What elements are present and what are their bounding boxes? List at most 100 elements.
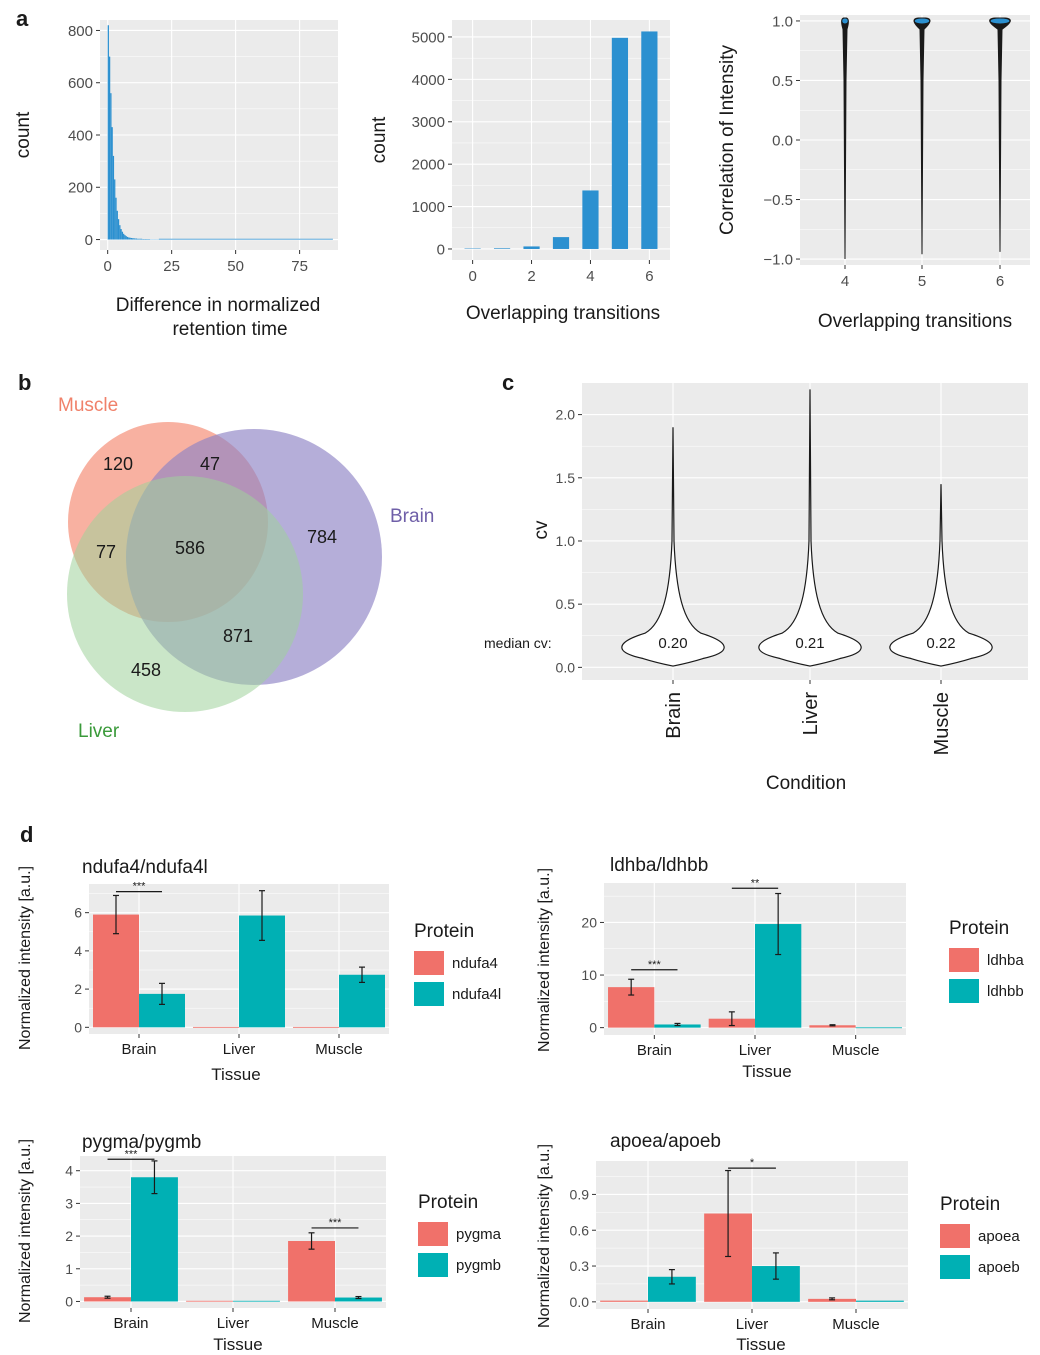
a3-ytick-label: 1.0 <box>772 13 793 30</box>
a2-ytick-label: 5000 <box>412 29 445 46</box>
d4-xtick-label: Liver <box>736 1316 769 1333</box>
d3-ytick-label: 1 <box>65 1261 73 1277</box>
a2-ytick-label: 0 <box>437 241 445 258</box>
d2-ytick-label: 10 <box>581 967 597 983</box>
c-median-label: median cv: <box>484 635 552 651</box>
a1-hist-bar <box>111 127 113 240</box>
venn-circle-liver <box>67 476 303 712</box>
d4-ytick-label: 0.9 <box>570 1186 590 1202</box>
d4-legend-title: Protein <box>940 1194 1000 1215</box>
a2-bar <box>582 190 599 249</box>
a1-xtick-label: 50 <box>227 258 244 275</box>
d2-signif-label: *** <box>648 959 662 971</box>
a1-xlabel-line1: Difference in normalized <box>116 295 321 316</box>
a1-xlabel-line2: retention time <box>172 319 287 340</box>
a1-hist-bar <box>135 238 138 240</box>
venn-label-liver: Liver <box>78 721 120 742</box>
c-median-value: 0.20 <box>658 635 687 652</box>
a1-hist-bar <box>107 25 109 240</box>
d3-legend-swatch-pygmb <box>418 1253 448 1277</box>
a2-bar <box>641 31 658 249</box>
d2-legend-label-ldhba: ldhba <box>987 952 1024 969</box>
d2-title: ldhba/ldhbb <box>610 855 708 876</box>
d2-bar-ldhba <box>809 1025 856 1028</box>
d1-xtick-label: Brain <box>121 1041 156 1058</box>
a2-xtick-label: 0 <box>468 268 476 285</box>
d2-xtick-label: Brain <box>637 1042 672 1059</box>
d2-legend-title: Protein <box>949 918 1009 939</box>
d2-legend-swatch-ldhba <box>949 948 979 972</box>
a1-hist-bar <box>133 238 135 240</box>
d3-legend-title: Protein <box>418 1192 478 1213</box>
d2-xtick-label: Liver <box>739 1042 772 1059</box>
d4-bar-apoeb <box>856 1300 904 1302</box>
d1-ytick-label: 4 <box>74 943 82 959</box>
d2-xtick-label: Muscle <box>832 1042 880 1059</box>
a1-hist-bar <box>139 238 141 240</box>
a1-hist-bar <box>128 237 130 240</box>
a1-ytick-label: 600 <box>68 75 93 92</box>
a2-panel-bg <box>452 20 670 260</box>
a2-bar <box>552 237 570 249</box>
a2-bar <box>611 37 629 249</box>
d3-bar-pygma <box>186 1300 233 1302</box>
d1-xlabel: Tissue <box>211 1065 260 1084</box>
d3-signif-label: *** <box>125 1148 139 1160</box>
venn-label-muscle: Muscle <box>58 395 118 416</box>
a1-hist-bar <box>129 237 131 240</box>
d4-legend-label-apoeb: apoeb <box>978 1259 1020 1276</box>
a1-hist-bar <box>114 179 116 240</box>
a3-violin <box>913 17 931 255</box>
a3-ytick-label: −1.0 <box>763 251 793 268</box>
a3-xtick-label: 5 <box>918 273 926 290</box>
d3-xtick-label: Brain <box>113 1315 148 1332</box>
d4-ylabel: Normalized intensity [a.u.] <box>536 1144 553 1328</box>
a1-hist-bar <box>117 219 120 240</box>
d3-title: pygma/pygmb <box>82 1132 201 1153</box>
c-violin-brain <box>621 427 725 667</box>
a3-violin-fill <box>914 18 930 24</box>
d3-xlabel: Tissue <box>213 1335 262 1354</box>
d2-signif-label: ** <box>751 877 760 889</box>
a1-hist-bar <box>137 238 139 240</box>
a2-xtick-label: 2 <box>527 268 535 285</box>
a3-ytick-label: 0.5 <box>772 73 793 90</box>
d2-xlabel: Tissue <box>742 1062 791 1081</box>
d3-bar-pygmb <box>131 1177 178 1302</box>
d3-ytick-label: 4 <box>65 1163 73 1179</box>
a2-ytick-label: 2000 <box>412 157 445 174</box>
panel-label-c: c <box>502 370 514 395</box>
a3-ylabel: Correlation of Intensity <box>717 44 738 235</box>
d3-ytick-label: 2 <box>65 1228 73 1244</box>
a1-hist-bar <box>123 233 125 240</box>
d1-legend-title: Protein <box>414 921 474 942</box>
venn-label-brain: Brain <box>390 506 434 527</box>
a2-xlabel: Overlapping transitions <box>466 303 660 324</box>
d1-ylabel: Normalized intensity [a.u.] <box>17 866 34 1050</box>
d2-ytick-label: 20 <box>581 914 597 930</box>
d1-title: ndufa4/ndufa4l <box>82 857 208 878</box>
a3-violin-fill <box>990 18 1010 24</box>
a1-hist-bar <box>110 93 112 240</box>
a1-xtick-label: 0 <box>104 258 112 275</box>
a1-hist-bar <box>131 238 134 240</box>
c-median-value: 0.22 <box>926 635 955 652</box>
d1-ytick-label: 6 <box>74 905 82 921</box>
d4-ytick-label: 0.0 <box>570 1294 590 1310</box>
a1-hist-bar <box>138 238 140 240</box>
d2-legend-label-ldhbb: ldhbb <box>987 983 1024 1000</box>
venn-count-muscle_only: 120 <box>103 454 133 474</box>
d4-ytick-label: 0.3 <box>570 1258 590 1274</box>
a1-ylabel: count <box>13 111 34 158</box>
a1-hist-bar <box>121 231 124 240</box>
d4-legend-swatch-apoea <box>940 1224 970 1248</box>
c-xlabel: Condition <box>766 773 846 794</box>
d4-signif-label: * <box>750 1157 755 1169</box>
d4-xtick-label: Brain <box>630 1316 665 1333</box>
d3-bar-pygmb <box>233 1300 280 1302</box>
a1-hist-bar <box>134 238 136 240</box>
d1-xtick-label: Muscle <box>315 1041 363 1058</box>
a1-ytick-label: 0 <box>85 232 93 249</box>
a1-hist-bar <box>126 236 129 240</box>
d1-ytick-label: 0 <box>74 1019 82 1035</box>
